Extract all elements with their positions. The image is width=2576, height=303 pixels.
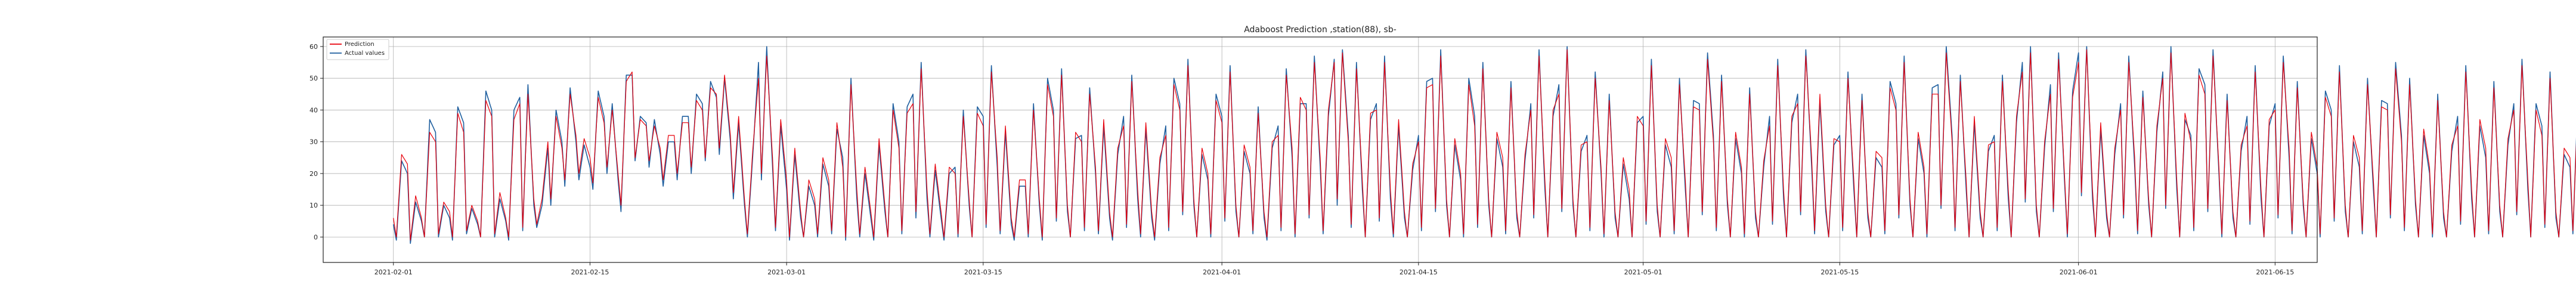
series-line-prediction [393,49,2576,241]
x-tick-label: 2021-05-01 [1624,268,1662,276]
series-layer [392,46,2576,244]
x-tick-label: 2021-04-15 [1400,268,1438,276]
y-tick-label: 30 [309,138,318,146]
x-tick-label: 2021-06-01 [2060,268,2098,276]
series-line-actual [392,46,2576,244]
x-tick-label: 2021-02-01 [374,268,413,276]
legend-actual-label: Actual values [345,50,385,57]
legend-prediction-label: Prediction [345,41,374,48]
y-tick-label: 50 [309,75,318,82]
plot-frame [323,36,2318,263]
y-tick-label: 60 [309,43,318,51]
x-tick-label: 2021-06-15 [2256,268,2294,276]
y-tick-label: 10 [309,202,318,209]
x-tick-label: 2021-05-15 [1820,268,1859,276]
x-tick-label: 2021-02-15 [571,268,609,276]
y-tick-label: 20 [309,170,318,178]
legend: Prediction Actual values [326,39,389,60]
legend-box [326,39,389,60]
chart-title: Adaboost Prediction ,station(88), sb- [1244,25,1397,35]
y-tick-label: 0 [314,233,318,241]
y-tick-label: 40 [309,106,318,114]
axis-layer: 0 10 20 30 40 50 60 2021-02-01 2021-02-15 2021-03… [309,43,2294,276]
x-tick-label: 2021-04-01 [1203,268,1241,276]
x-tick-label: 2021-03-01 [767,268,806,276]
x-tick-label: 2021-03-15 [964,268,1002,276]
